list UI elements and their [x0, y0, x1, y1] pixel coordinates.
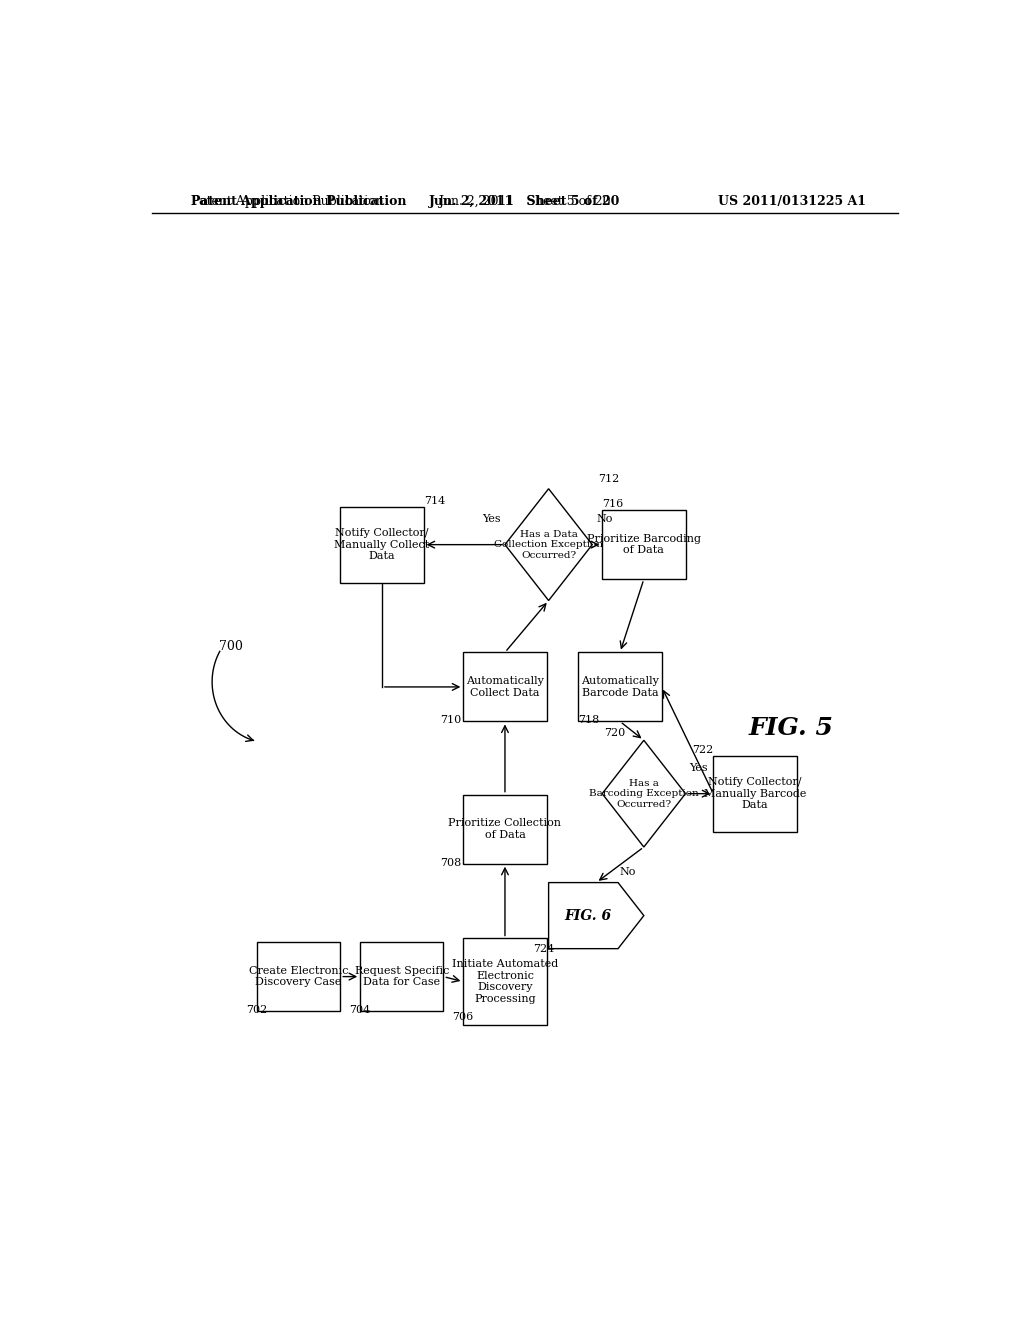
FancyBboxPatch shape: [360, 942, 443, 1011]
Text: 716: 716: [602, 499, 623, 510]
Text: 706: 706: [453, 1012, 473, 1022]
Text: Has a
Barcoding Exception
Occurred?: Has a Barcoding Exception Occurred?: [589, 779, 698, 809]
FancyBboxPatch shape: [257, 942, 340, 1011]
Text: 704: 704: [349, 1005, 371, 1015]
Text: 724: 724: [532, 944, 554, 954]
Text: Yes: Yes: [482, 515, 501, 524]
Text: Patent Application Publication: Patent Application Publication: [191, 194, 384, 207]
Text: Request Specific
Data for Case: Request Specific Data for Case: [354, 966, 449, 987]
Polygon shape: [602, 741, 685, 847]
FancyBboxPatch shape: [463, 652, 547, 722]
Text: 700: 700: [219, 640, 243, 653]
Text: 720: 720: [604, 727, 626, 738]
Text: Has a Data
Collection Exception
Occurred?: Has a Data Collection Exception Occurred…: [494, 529, 603, 560]
Text: 708: 708: [440, 858, 461, 867]
Text: Patent Application Publication: Patent Application Publication: [191, 194, 407, 207]
Text: Jun. 2, 2011   Sheet 5 of 20: Jun. 2, 2011 Sheet 5 of 20: [429, 194, 621, 207]
Text: 702: 702: [246, 1005, 267, 1015]
Text: Automatically
Collect Data: Automatically Collect Data: [466, 676, 544, 698]
FancyBboxPatch shape: [579, 652, 662, 722]
Text: No: No: [620, 867, 636, 878]
Text: 722: 722: [691, 744, 713, 755]
Text: FIG. 5: FIG. 5: [749, 715, 834, 739]
FancyBboxPatch shape: [714, 755, 797, 832]
Text: Create Electronic
Discovery Case: Create Electronic Discovery Case: [249, 966, 348, 987]
Polygon shape: [505, 488, 592, 601]
FancyBboxPatch shape: [340, 507, 424, 582]
Text: US 2011/0131225 A1: US 2011/0131225 A1: [718, 194, 866, 207]
Text: Notify Collector/
Manually Collect
Data: Notify Collector/ Manually Collect Data: [334, 528, 430, 561]
Text: Yes: Yes: [689, 763, 709, 774]
Text: Jun. 2, 2011   Sheet 5 of 20: Jun. 2, 2011 Sheet 5 of 20: [438, 194, 611, 207]
FancyBboxPatch shape: [602, 510, 685, 579]
Text: 712: 712: [598, 474, 620, 483]
Text: FIG. 6: FIG. 6: [564, 908, 611, 923]
Text: 710: 710: [440, 715, 461, 726]
Text: 714: 714: [424, 496, 445, 506]
Text: Notify Collector/
Manually Barcode
Data: Notify Collector/ Manually Barcode Data: [703, 777, 806, 810]
Text: 718: 718: [578, 715, 599, 726]
Text: Prioritize Collection
of Data: Prioritize Collection of Data: [449, 818, 561, 840]
Text: No: No: [596, 515, 612, 524]
Text: Initiate Automated
Electronic
Discovery
Processing: Initiate Automated Electronic Discovery …: [452, 960, 558, 1005]
Text: Automatically
Barcode Data: Automatically Barcode Data: [581, 676, 659, 698]
FancyBboxPatch shape: [463, 939, 547, 1024]
Polygon shape: [549, 883, 644, 949]
Text: Prioritize Barcoding
of Data: Prioritize Barcoding of Data: [587, 533, 700, 556]
FancyBboxPatch shape: [463, 795, 547, 863]
